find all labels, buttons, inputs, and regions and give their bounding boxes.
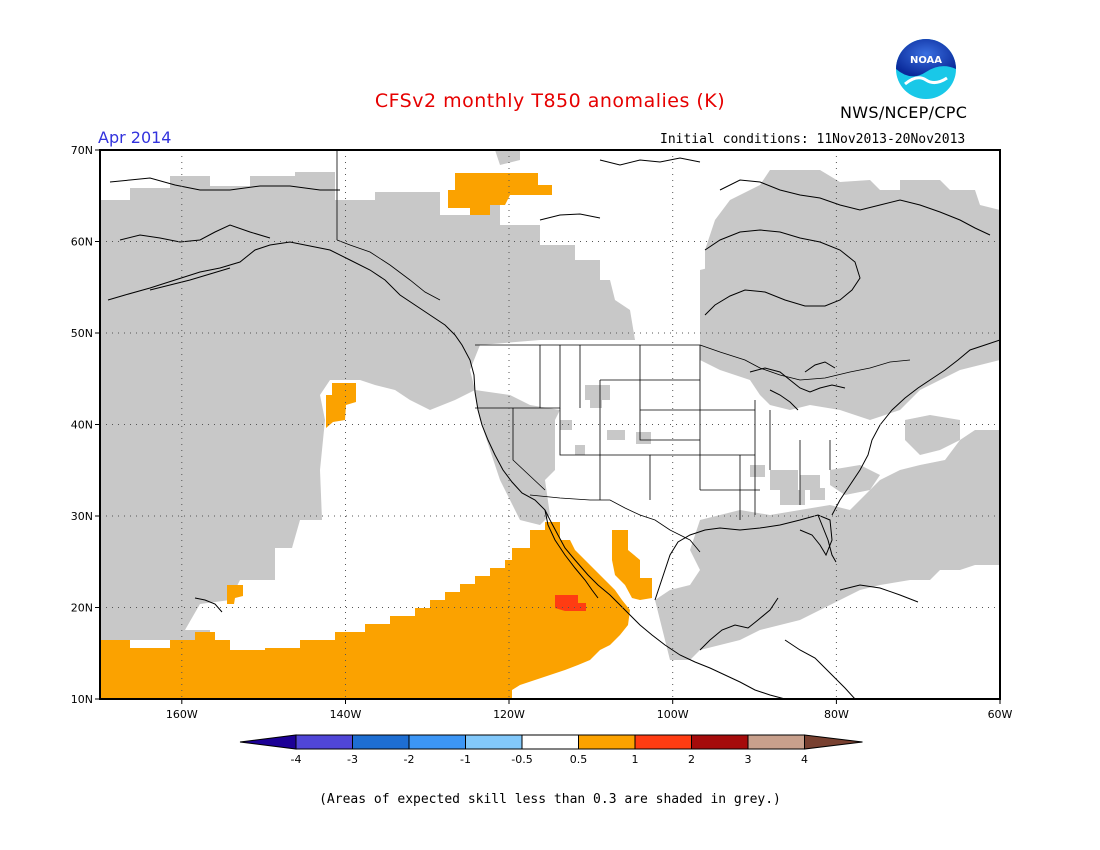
colorbar-box: [295, 734, 353, 750]
agency-label: NWS/NCEP/CPC: [840, 103, 968, 122]
colorbar-tick-label: 0.5: [570, 753, 588, 766]
lon-label: 160W: [166, 708, 198, 721]
map-title: CFSv2 monthly T850 anomalies (K): [374, 90, 726, 112]
anomaly-orange-regions: [100, 173, 652, 699]
lat-label: 70N: [71, 144, 93, 157]
lon-label: 100W: [657, 708, 689, 721]
colorbar-tick-label: -0.5: [511, 753, 532, 766]
colorbar-box: [352, 734, 410, 750]
noaa-logo-text: NOAA: [910, 55, 942, 66]
lat-label: 60N: [71, 236, 93, 249]
lon-label: 120W: [493, 708, 525, 721]
colorbar-tick-label: 4: [801, 753, 808, 766]
lat-ticks: [95, 149, 100, 700]
colorbar-tick-label: -3: [347, 753, 358, 766]
colorbar-tick-label: 1: [632, 753, 639, 766]
colorbar-tick-label: 2: [688, 753, 695, 766]
lon-labels: 160W 140W 120W 100W 80W 60W: [166, 708, 1013, 721]
valid-month-label: Apr 2014: [98, 128, 172, 147]
colorbar-box: [465, 734, 523, 750]
lon-ticks: [181, 699, 1001, 704]
colorbar-box: [634, 734, 692, 750]
skill-note: (Areas of expected skill less than 0.3 a…: [319, 792, 781, 807]
colorbar-arrow-right: [804, 734, 863, 750]
colorbar-arrow-left: [239, 734, 297, 750]
colorbar-tick-label: -1: [460, 753, 471, 766]
borders: [336, 150, 911, 553]
lon-label: 80W: [824, 708, 849, 721]
lon-label: 60W: [988, 708, 1013, 721]
colorbar-tick-label: -2: [404, 753, 415, 766]
lat-labels: 70N 60N 50N 40N 30N 20N 10N: [71, 144, 93, 706]
shading-layer: [100, 150, 1000, 699]
lat-label: 40N: [71, 419, 93, 432]
colorbar-boxes: [239, 734, 863, 750]
gridlines: [100, 150, 1000, 699]
colorbar-box: [691, 734, 749, 750]
lon-label: 140W: [330, 708, 362, 721]
coastlines: [107, 157, 1000, 699]
initial-conditions-label: Initial conditions: 11Nov2013-20Nov2013: [660, 132, 966, 147]
colorbar-box: [521, 734, 579, 750]
colorbar-labels: -4 -3 -2 -1 -0.5 0.5 1 2 3 4: [291, 753, 808, 766]
colorbar-tick-label: 3: [745, 753, 752, 766]
lat-label: 10N: [71, 693, 93, 706]
noaa-logo: NOAA: [896, 39, 956, 99]
lat-label: 20N: [71, 602, 93, 615]
lat-label: 50N: [71, 327, 93, 340]
colorbar-box: [578, 734, 636, 750]
colorbar-box: [408, 734, 466, 750]
colorbar-box: [747, 734, 805, 750]
colorbar-tick-label: -4: [291, 753, 302, 766]
lat-label: 30N: [71, 510, 93, 523]
